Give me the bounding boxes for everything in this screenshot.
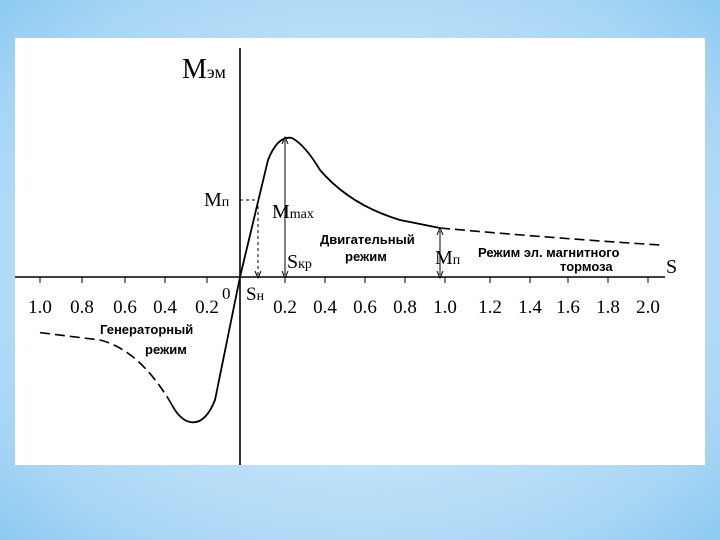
motor-curve	[239, 136, 441, 278]
label: Sкр	[287, 251, 312, 273]
tick-label: 0.8	[70, 297, 94, 318]
generator-dashed	[34, 331, 173, 406]
tick-label: 0.2	[195, 297, 219, 318]
tick-label: 0.8	[393, 297, 417, 318]
brake-curve	[439, 227, 661, 246]
label: Mп	[204, 189, 230, 211]
tick-label: 1.8	[596, 297, 620, 318]
tick-label: 1.2	[478, 297, 502, 318]
tick-label: 1.0	[28, 297, 52, 318]
tick-label: 2.0	[636, 297, 660, 318]
tick-label: 0.4	[313, 297, 337, 318]
tick-label: 1.4	[518, 297, 542, 318]
ticks: 1.0 0.8 0.6 0.4 0.2 0.2 0.4 0.6 0.8 1.0 1.2 1.4 1.6 1…	[28, 277, 660, 318]
label: Sн	[246, 284, 265, 305]
y-axis-label: Mэм	[182, 54, 226, 85]
region-label: Двигательный	[320, 232, 415, 247]
tick-label: 0.2	[273, 297, 297, 318]
region-label: Генераторный	[100, 322, 193, 337]
label: Mп	[435, 247, 461, 269]
label: Mmax	[272, 201, 314, 223]
region-label: режим	[145, 342, 187, 357]
region-label: Режим эл. магнитного	[478, 245, 620, 260]
tick-label: 1.6	[556, 297, 580, 318]
panel	[15, 38, 705, 465]
region-label: тормоза	[560, 259, 613, 274]
region-label: режим	[345, 249, 387, 264]
origin-label: 0	[222, 284, 231, 303]
tick-label: 1.0	[433, 297, 457, 318]
x-axis-label: S	[666, 256, 677, 278]
tick-label: 0.6	[113, 297, 137, 318]
generator-curve	[171, 276, 241, 424]
tick-label: 0.4	[153, 297, 177, 318]
tick-label: 0.6	[353, 297, 377, 318]
